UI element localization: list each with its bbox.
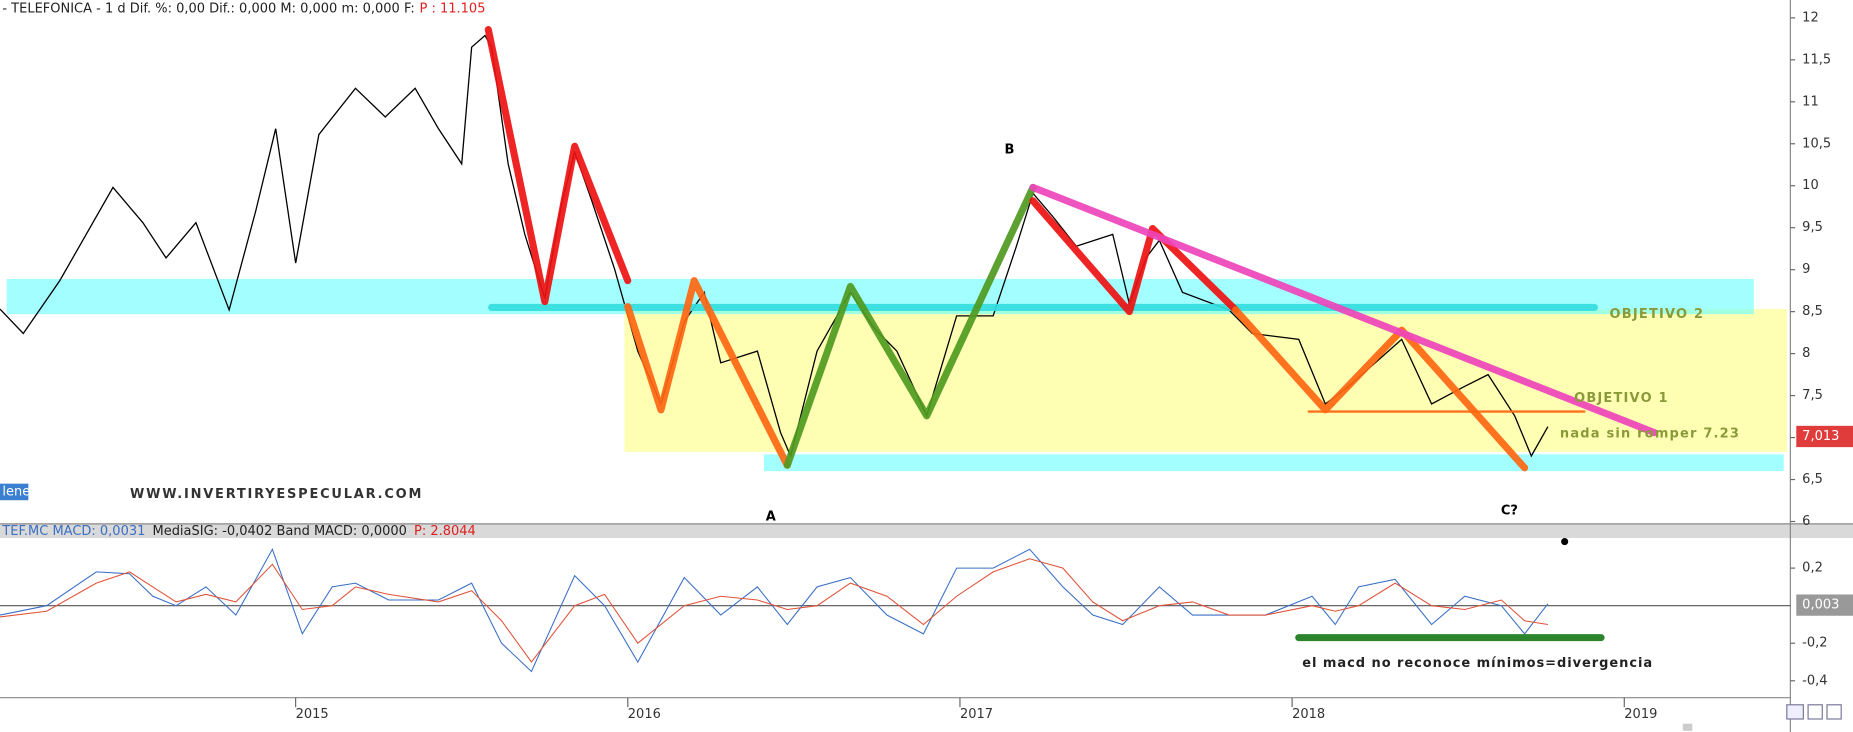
scrollbar[interactable] bbox=[1682, 723, 1693, 731]
x-tick-label: 2016 bbox=[628, 707, 661, 722]
subchart-price: P: 2.8044 bbox=[414, 523, 476, 538]
y-tick-label: 6 bbox=[1802, 514, 1810, 529]
price-label: P : 11.105 bbox=[420, 1, 486, 16]
drawn-line bbox=[1232, 306, 1529, 472]
y-tick-label: 6,5 bbox=[1802, 472, 1823, 487]
last-value-label: 0,003 bbox=[1802, 598, 1839, 613]
title-text: - TELEFONICA - 1 d Dif. %: 0,00 Dif.: 0,… bbox=[2, 1, 414, 16]
last-value-box bbox=[1796, 425, 1853, 448]
toolbar-button[interactable] bbox=[1786, 704, 1804, 720]
x-tick-label: 2017 bbox=[960, 707, 993, 722]
y-tick-label: 9,5 bbox=[1802, 220, 1823, 235]
side-label-box bbox=[0, 483, 29, 501]
x-tick-label: 2019 bbox=[1624, 707, 1657, 722]
y-tick-label: 8 bbox=[1802, 346, 1810, 361]
drawn-line bbox=[1029, 197, 1240, 316]
last-value-label: 7,013 bbox=[1802, 429, 1839, 444]
annotation-objetivo-1: OBJETIVO 1 bbox=[1574, 391, 1669, 406]
price-line bbox=[0, 34, 1549, 459]
y-tick-label: 10 bbox=[1802, 178, 1819, 193]
x-tick-label: 2015 bbox=[296, 707, 329, 722]
last-value-box bbox=[1796, 594, 1853, 616]
y-tick-label: 11,5 bbox=[1802, 52, 1831, 67]
side-label: lenes bbox=[2, 484, 37, 499]
y-tick-label: 7,5 bbox=[1802, 388, 1823, 403]
subchart-subtitle: MediaSIG: -0,0402 Band MACD: 0,0000 bbox=[152, 523, 406, 538]
y-tick-label: 0,2 bbox=[1802, 561, 1823, 576]
annotation-b: B bbox=[1004, 143, 1014, 158]
y-tick-label: 12 bbox=[1802, 10, 1819, 25]
annotation-objetivo-2: OBJETIVO 2 bbox=[1610, 307, 1705, 322]
subchart-title: TEF.MC MACD: 0,0031 MediaSIG: -0,0402 Ban… bbox=[1, 523, 475, 538]
drawn-line bbox=[1029, 183, 1658, 437]
drawn-line bbox=[484, 26, 632, 306]
subpanel-header bbox=[0, 523, 1853, 539]
zone bbox=[763, 454, 1784, 472]
drawn-line bbox=[783, 183, 1037, 469]
toolbar bbox=[1682, 704, 1842, 731]
macd-line bbox=[0, 548, 1549, 673]
y-tick-label: -0,2 bbox=[1802, 636, 1827, 651]
y-tick-label: 10,5 bbox=[1802, 136, 1831, 151]
macd-note: el macd no reconoce mínimos=divergencia bbox=[1302, 656, 1653, 671]
x-tick-label: 2018 bbox=[1292, 707, 1325, 722]
panel: 0,2 -0,2 -0,4 0,003 2015 2016 2017 2018 2019 bbox=[0, 548, 1853, 722]
annotation-c: C? bbox=[1501, 503, 1518, 518]
subchart-title-text: TEF.MC MACD: 0,0031 bbox=[1, 523, 145, 538]
y-tick-label: 11 bbox=[1802, 94, 1819, 109]
toolbar-button[interactable] bbox=[1826, 704, 1842, 720]
annotation-note: nada sin romper 7.23 bbox=[1560, 426, 1740, 441]
chart-title: - TELEFONICA - 1 d Dif. %: 0,00 Dif.: 0,… bbox=[2, 1, 485, 16]
y-tick-label: 9 bbox=[1802, 262, 1810, 277]
y-tick-label: -0,4 bbox=[1802, 673, 1827, 688]
macd-line bbox=[0, 558, 1548, 663]
drawn-line bbox=[624, 277, 791, 469]
toolbar-button[interactable] bbox=[1807, 704, 1823, 720]
watermark: WWW.INVERTIRYESPECULAR.COM bbox=[130, 487, 423, 502]
y-tick-label: 8,5 bbox=[1802, 304, 1823, 319]
annotation-a: A bbox=[766, 509, 776, 524]
annotation-dot bbox=[1561, 538, 1569, 546]
